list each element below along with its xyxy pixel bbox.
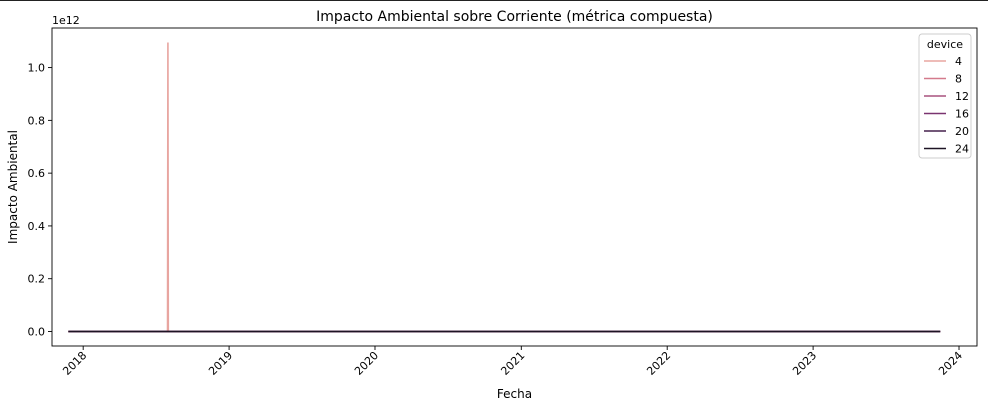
chart-title: Impacto Ambiental sobre Corriente (métri… — [316, 9, 713, 25]
y-tick-label: 0.8 — [28, 114, 46, 127]
y-axis-label: Impacto Ambiental — [6, 130, 20, 244]
plot-frame — [51, 27, 978, 347]
y-offset-label: 1e12 — [52, 14, 80, 27]
legend-label-16: 16 — [955, 108, 969, 121]
y-tick-label: 0.4 — [28, 220, 46, 233]
legend-title: device — [927, 38, 963, 51]
y-tick-label: 0.2 — [28, 273, 46, 286]
x-tick-label: 2023 — [790, 349, 819, 378]
legend-label-8: 8 — [955, 73, 962, 86]
legend-label-20: 20 — [955, 125, 969, 138]
y-tick-label: 0.0 — [28, 325, 46, 338]
x-tick-label: 2018 — [60, 349, 89, 378]
legend-label-4: 4 — [955, 55, 962, 68]
y-tick-label: 1.0 — [28, 62, 46, 75]
x-tick-label: 2024 — [936, 349, 965, 378]
legend-label-12: 12 — [955, 90, 969, 103]
x-axis-label: Fecha — [497, 387, 532, 401]
legend-label-24: 24 — [955, 143, 969, 156]
top-border — [0, 0, 988, 1]
series-line-4 — [68, 42, 941, 333]
x-tick-label: 2021 — [498, 349, 527, 378]
x-tick-label: 2019 — [206, 349, 235, 378]
x-tick-label: 2020 — [352, 349, 381, 378]
y-tick-label: 0.6 — [28, 167, 46, 180]
x-tick-label: 2022 — [644, 349, 673, 378]
